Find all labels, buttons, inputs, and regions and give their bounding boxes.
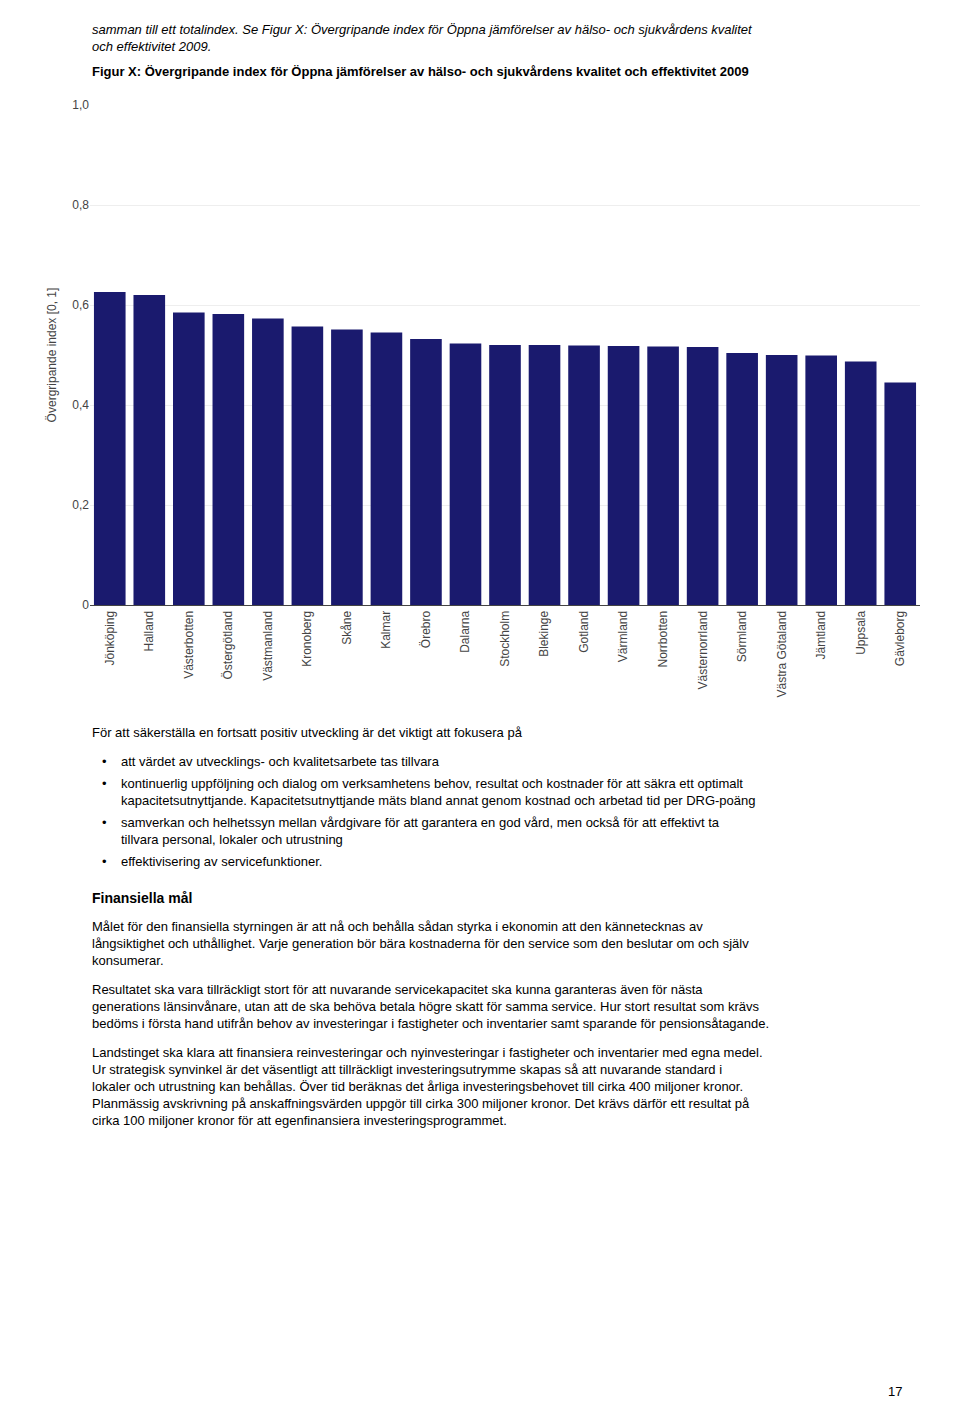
svg-text:Dalarna: Dalarna xyxy=(458,610,472,652)
svg-text:Skåne: Skåne xyxy=(340,610,354,644)
svg-text:Värmland: Värmland xyxy=(616,611,630,662)
svg-text:Blekinge: Blekinge xyxy=(537,610,551,656)
svg-text:Figur X: Övergripande index fö: Figur X: Övergripande index för Öppna jä… xyxy=(92,64,749,79)
svg-text:Finansiella mål: Finansiella mål xyxy=(92,890,192,906)
svg-text:För att säkerställa en fortsat: För att säkerställa en fortsatt positiv … xyxy=(92,725,523,740)
svg-text:Västmanland: Västmanland xyxy=(261,611,275,681)
svg-text:kontinuerlig uppföljning och d: kontinuerlig uppföljning och dialog om v… xyxy=(121,776,756,808)
svg-text:17: 17 xyxy=(888,1384,902,1399)
svg-text:Målet för den finansiella styr: Målet för den finansiella styrningen är … xyxy=(92,919,749,968)
svg-text:samverkan och helhetssyn mella: samverkan och helhetssyn mellan vårdgiva… xyxy=(121,815,720,847)
svg-text:0,2: 0,2 xyxy=(72,498,89,512)
svg-text:Resultatet ska vara tillräckli: Resultatet ska vara tillräckligt stort f… xyxy=(92,982,769,1031)
svg-text:•: • xyxy=(102,754,107,769)
svg-text:Norrbotten: Norrbotten xyxy=(656,611,670,668)
svg-text:Uppsala: Uppsala xyxy=(854,610,868,654)
svg-text:•: • xyxy=(102,815,107,830)
svg-text:0,4: 0,4 xyxy=(72,398,89,412)
svg-text:Västerbotten: Västerbotten xyxy=(182,611,196,679)
svg-text:Västernorrland: Västernorrland xyxy=(696,611,710,690)
svg-text:Gotland: Gotland xyxy=(577,611,591,653)
svg-text:•: • xyxy=(102,776,107,791)
svg-text:Sörmland: Sörmland xyxy=(735,611,749,662)
svg-text:•: • xyxy=(102,854,107,869)
svg-text:Kalmar: Kalmar xyxy=(379,611,393,649)
svg-text:Kronoberg: Kronoberg xyxy=(300,611,314,667)
svg-text:Övergripande index [0, 1]: Övergripande index [0, 1] xyxy=(45,288,59,423)
svg-text:Östergötland: Östergötland xyxy=(221,611,235,680)
svg-text:0: 0 xyxy=(82,598,89,612)
svg-text:effektivisering av servicefunk: effektivisering av servicefunktioner. xyxy=(121,854,322,869)
svg-text:att värdet av utvecklings- och: att värdet av utvecklings- och kvalitets… xyxy=(121,754,440,769)
svg-text:Västra Götaland: Västra Götaland xyxy=(775,611,789,698)
svg-text:Jämtland: Jämtland xyxy=(814,611,828,660)
svg-text:Jönköping: Jönköping xyxy=(103,611,117,666)
svg-text:Örebro: Örebro xyxy=(419,610,433,648)
svg-text:1,0: 1,0 xyxy=(72,98,89,112)
svg-text:Stockholm: Stockholm xyxy=(498,611,512,667)
svg-text:Landstinget ska klara att fina: Landstinget ska klara att finansiera rei… xyxy=(92,1045,763,1128)
svg-text:0,6: 0,6 xyxy=(72,298,89,312)
svg-text:Halland: Halland xyxy=(142,611,156,652)
svg-text:samman till ett totalindex. Se: samman till ett totalindex. Se Figur X: … xyxy=(92,22,753,54)
svg-text:0,8: 0,8 xyxy=(72,198,89,212)
svg-text:Gävleborg: Gävleborg xyxy=(893,611,907,666)
